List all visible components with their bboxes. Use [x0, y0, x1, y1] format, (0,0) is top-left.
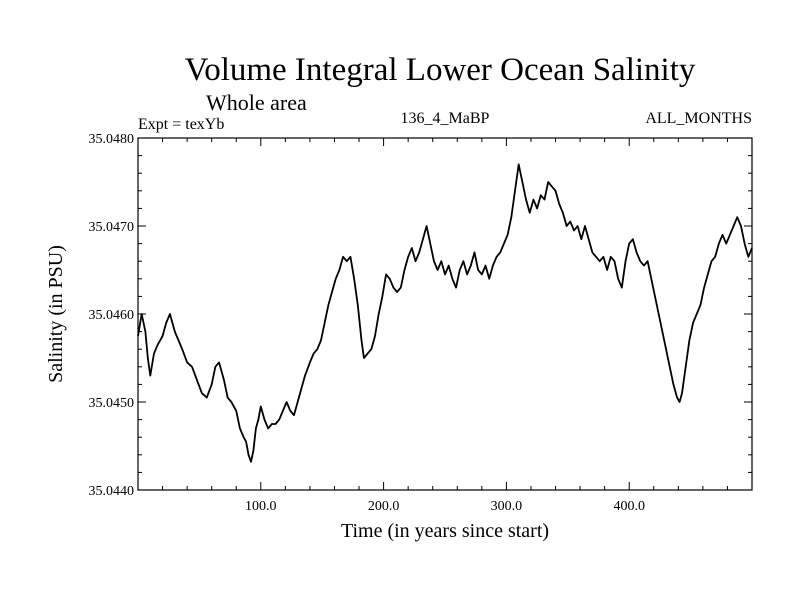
series-layer: [137, 163, 753, 463]
x-tick-label: 400.0: [613, 499, 645, 514]
y-axis-label: Salinity (in PSU): [45, 245, 67, 383]
y-tick-label: 35.0480: [89, 132, 135, 147]
x-tick-label: 200.0: [368, 499, 400, 514]
chart-title: Volume Integral Lower Ocean Salinity: [185, 52, 696, 88]
y-tick-label: 35.0460: [89, 308, 135, 323]
x-axis-ticks: 100.0 200.0 300.0 400.0: [162, 138, 728, 514]
months-label: ALL_MONTHS: [645, 110, 752, 127]
chart-subtitle: Whole area: [206, 90, 307, 115]
x-tick-label: 300.0: [491, 499, 523, 514]
experiment-label: Expt = texYb: [138, 116, 224, 133]
period-label: 136_4_MaBP: [401, 110, 490, 127]
salinity-series-line: [137, 163, 753, 463]
y-tick-label: 35.0470: [89, 220, 135, 235]
y-axis-ticks: 35.0440 35.0450 35.0460 35.0470 35.0480: [89, 132, 752, 499]
x-axis-label: Time (in years since start): [341, 520, 549, 542]
plot-frame: [137, 137, 753, 491]
x-tick-label: 100.0: [245, 499, 277, 514]
y-tick-label: 35.0450: [89, 396, 135, 411]
y-tick-label: 35.0440: [89, 484, 135, 499]
